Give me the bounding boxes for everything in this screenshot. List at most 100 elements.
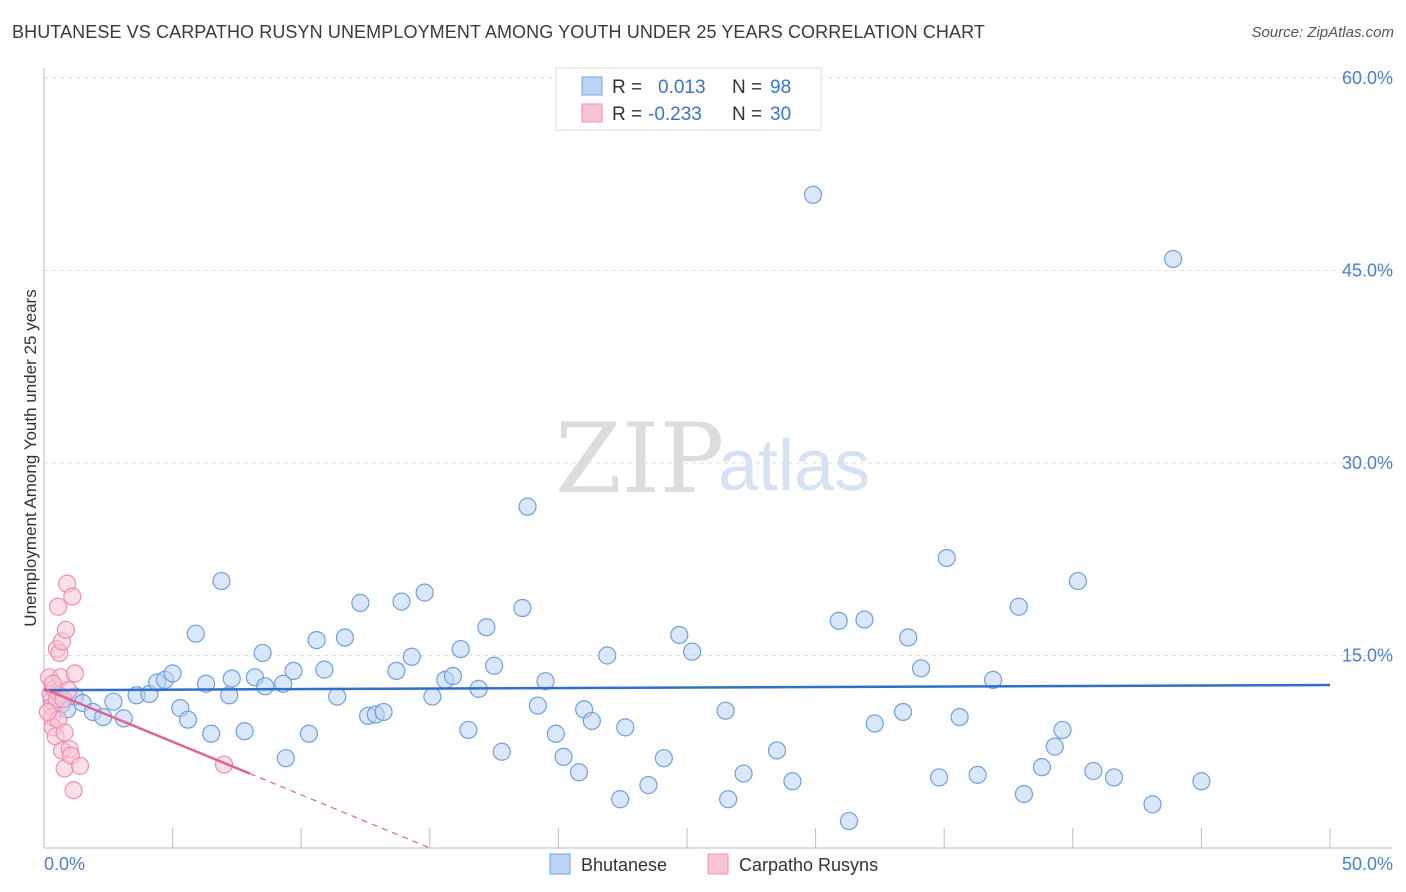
legend-bhutanese-swatch [549,853,571,875]
bhutanese-point [284,661,303,681]
watermark-zip: ZIP [555,403,724,515]
bhutanese-point [315,660,334,679]
legend-r-value-pink: -0.233 [648,104,702,125]
y-tick-label: 45.0% [1342,261,1393,281]
bhutanese-point [1192,772,1211,791]
bhutanese-point [528,696,547,715]
bhutanese-point [402,647,421,666]
bhutanese-point [968,765,987,784]
bhutanese-point [222,669,241,688]
x-tick-label-min: 0.0% [44,854,85,874]
x-tick-label-max: 50.0% [1342,854,1393,874]
bhutanese-point [451,639,470,659]
bhutanese-point [719,790,738,809]
bhutanese-point [415,583,434,602]
bhutanese-point [536,672,555,691]
bhutanese-point [1014,784,1034,804]
bhutanese-point [1009,597,1028,616]
legend-n-value-blue: 98 [770,77,791,98]
bhutanese-point [387,661,406,681]
bhutanese-point [459,720,478,740]
bhutanese-point [734,764,753,783]
bhutanese-point [328,687,347,706]
bhutanese-point [196,674,216,693]
bhutanese-point [670,625,689,645]
series-legend: Bhutanese Carpatho Rusyns [549,853,878,875]
bhutanese-point [1104,768,1124,787]
chart-title: BHUTANESE VS CARPATHO RUSYN UNEMPLOYMENT… [12,22,986,42]
legend-bhutanese-label: Bhutanese [581,855,667,875]
bhutanese-point [163,664,182,683]
x-axis-ticks [43,828,1331,848]
bhutanese-point [104,692,123,711]
bhutanese-point [351,593,370,612]
bhutanese-point [235,722,254,741]
bhutanese-point [683,642,702,661]
bhutanese-point [803,185,823,204]
bhutanese-point [1045,737,1064,756]
legend-carpatho-swatch [707,853,729,875]
bhutanese-point [492,742,511,761]
carpatho-rusyn-point [56,620,75,639]
bhutanese-point [253,643,272,663]
bhutanese-point [598,646,617,665]
bhutanese-point [716,701,735,720]
bhutanese-point [865,714,884,733]
correlation-legend: R = 0.013 N = 98 R = -0.233 N = 30 [555,67,822,131]
y-tick-label: 30.0% [1342,453,1393,473]
bhutanese-point [783,772,802,791]
bhutanese-point [767,741,787,760]
legend-swatch-pink [581,103,603,123]
gridlines [44,77,1392,656]
bhutanese-point [1164,249,1183,269]
legend-r-value-blue: 0.013 [658,77,706,98]
carpatho-rusyn-point [49,597,68,616]
bhutanese-point [1068,571,1088,591]
legend-n-value-pink: 30 [770,104,791,125]
bhutanese-point [639,776,658,795]
carpatho-rusyn-point [38,702,57,722]
legend-n-label-blue: N = [732,77,762,98]
bhutanese-point [899,628,918,647]
carpatho-rusyn-point [63,587,82,606]
bhutanese-point [374,702,393,722]
legend-swatch-blue [581,76,603,96]
source-label: Source: ZipAtlas.com [1251,24,1394,41]
carpatho-rusyn-point [55,723,74,742]
bhutanese-point [1032,758,1052,777]
bhutanese-point [307,630,326,650]
bhutanese-point [178,710,198,729]
carpatho-rusyn-point [64,781,83,800]
bhutanese-point [335,628,355,647]
legend-n-label-pink: N = [732,104,762,125]
bhutanese-point [477,618,496,637]
bhutanese-point [654,749,673,768]
bhutanese-point [513,598,532,618]
bhutanese-point [911,659,931,678]
bhutanese-point [546,724,565,743]
bhutanese-point [485,656,504,675]
bhutanese-point [299,724,319,743]
bhutanese-point [950,707,969,727]
bhutanese-point [202,724,221,743]
bhutanese-point [983,670,1003,689]
bhutanese-point [1053,720,1072,740]
bhutanese-point [423,687,442,706]
legend-r-label-blue: R = [612,77,642,98]
bhutanese-point [855,610,874,629]
bhutanese-point [582,711,601,731]
y-axis-label: Unemployment Among Youth under 25 years [21,289,40,626]
bhutanese-point [937,548,956,568]
bhutanese-point [186,624,205,643]
carpatho-rusyn-point [70,756,90,775]
bhutanese-point [839,811,859,831]
carpatho-trend-extension [249,773,431,849]
y-tick-labels: 15.0% 30.0% 45.0% 60.0% [1342,68,1393,666]
legend-r-label-pink: R = [612,104,642,125]
legend-carpatho-label: Carpatho Rusyns [739,855,878,875]
bhutanese-point [392,592,411,611]
bhutanese-point [611,790,630,809]
bhutanese-point [1084,761,1103,781]
bhutanese-point [569,763,589,782]
